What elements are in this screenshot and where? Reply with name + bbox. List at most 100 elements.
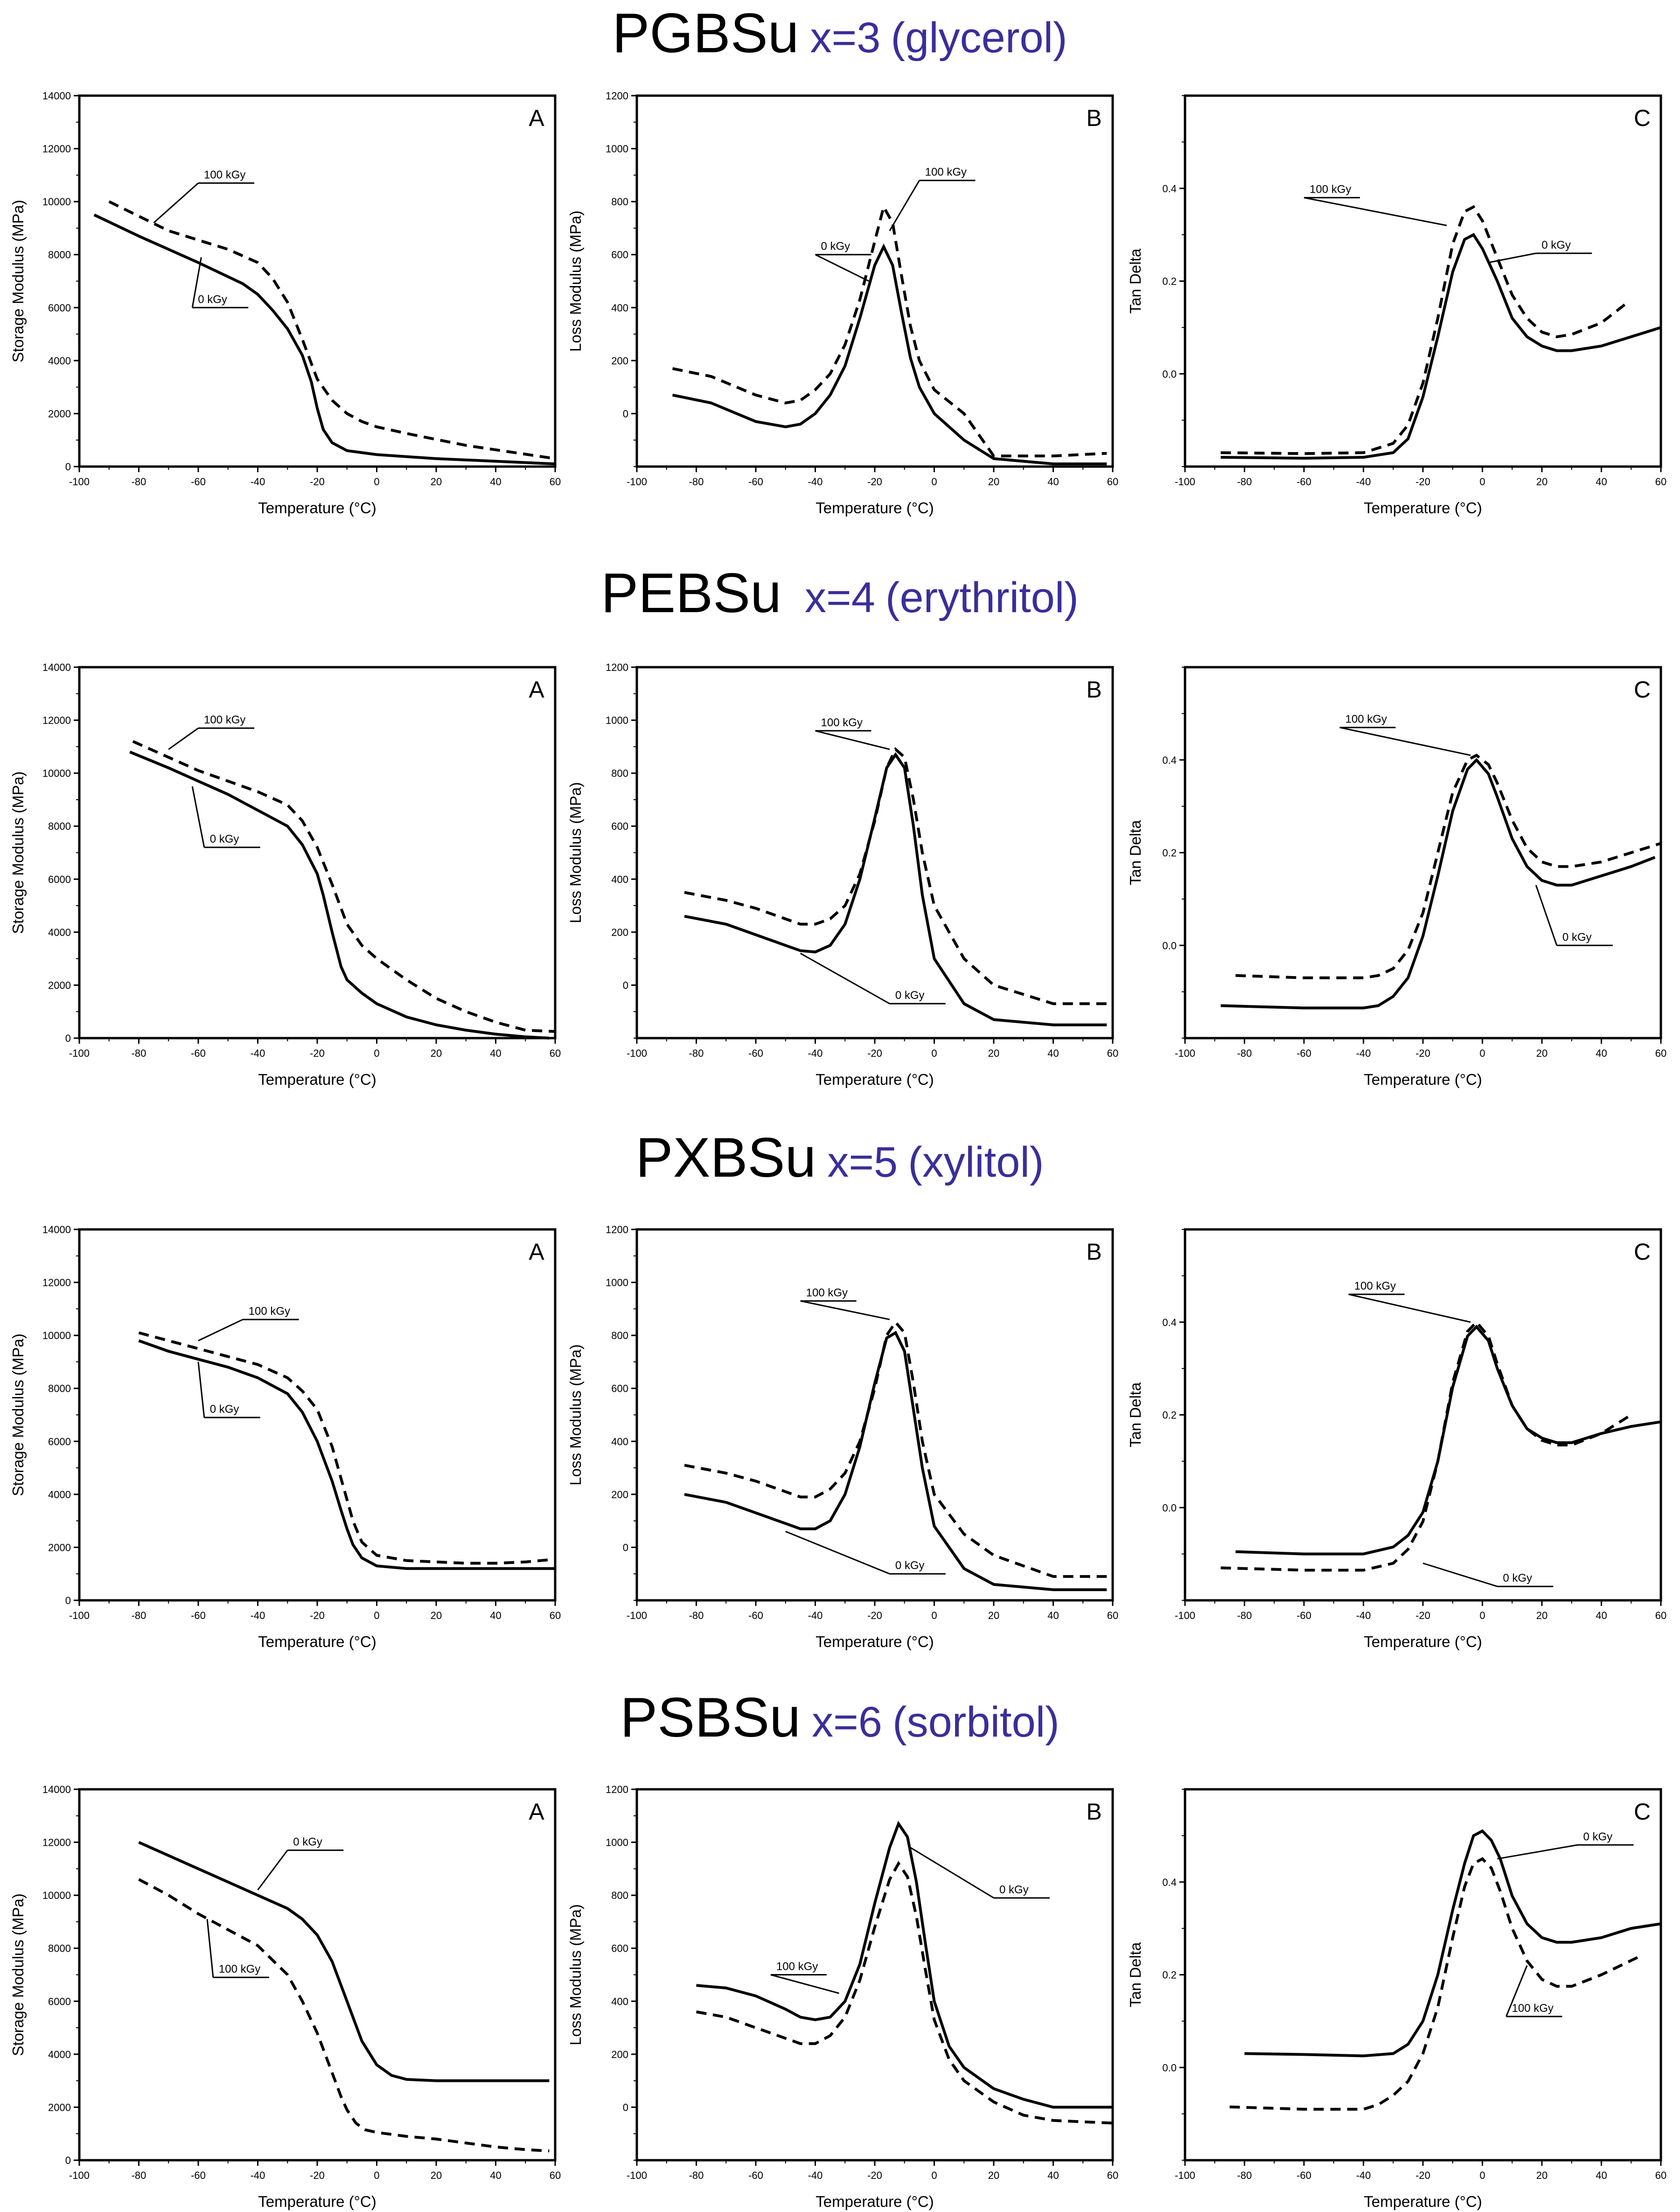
x-tick-label: -40 <box>808 476 823 488</box>
annotation-label: 0 kGy <box>198 293 227 306</box>
y-tick-label: 600 <box>611 1943 628 1954</box>
x-tick-label: -100 <box>1175 2170 1195 2181</box>
y-tick-label: 800 <box>611 768 628 779</box>
y-axis-label: Storage Modulus (MPa) <box>9 1893 27 2056</box>
x-tick-label: -100 <box>69 476 90 488</box>
annotation-label: 100 kGy <box>925 166 967 179</box>
annotation-label: 0 kGy <box>1562 931 1592 943</box>
series-line-0-kgy <box>696 1821 1113 2109</box>
series-annotation: 100 kGy <box>800 1286 890 1320</box>
x-tick-label: -60 <box>748 2170 763 2181</box>
y-tick-label: 1200 <box>606 1784 628 1795</box>
y-tick-label: 1000 <box>606 1277 628 1289</box>
annotation-leader <box>1506 1965 1528 2017</box>
x-axis-label: Temperature (°C) <box>258 1071 376 1088</box>
series-annotation: 0 kGy <box>197 1361 260 1418</box>
annotation-leader <box>889 180 920 231</box>
y-tick-label: 0 <box>623 408 628 419</box>
x-tick-label: -100 <box>627 1610 647 1621</box>
series-line-0-kgy <box>1235 1325 1661 1556</box>
x-tick-label: 0 <box>1479 1047 1485 1059</box>
annotation-leader <box>191 257 202 308</box>
x-tick-label: 40 <box>490 476 501 488</box>
annotation-leader <box>1497 1844 1578 1860</box>
panel-letter: A <box>529 1239 544 1265</box>
chart-1-a: -100 -80 -60 -40 -20 0 20 40 60 0 2000 4000 6000 8000… <box>9 90 561 516</box>
panel-letter: A <box>529 105 544 131</box>
chart-1-c: -100 -80 -60 -40 -20 0 20 40 60 0.0 0.2 0.4 Temperat… <box>1127 94 1666 516</box>
panel-letter: B <box>1086 1239 1101 1265</box>
y-tick-label: 12000 <box>42 1277 71 1289</box>
x-tick-label: 20 <box>431 2170 442 2181</box>
y-tick-label: 0.2 <box>1162 276 1177 287</box>
x-tick-label: 40 <box>1047 1610 1059 1621</box>
y-tick-label: 4000 <box>48 355 71 367</box>
row-title-formula: x=6 <box>812 1698 882 1746</box>
x-tick-label: 20 <box>431 1610 442 1621</box>
x-tick-label: -80 <box>689 1047 704 1059</box>
x-tick-label: 60 <box>550 1610 561 1621</box>
x-tick-label: 0 <box>1479 476 1485 488</box>
y-tick-label: 1000 <box>606 1837 628 1849</box>
panel-letter: B <box>1086 677 1101 703</box>
x-tick-label: -100 <box>627 476 647 488</box>
annotation-label: 0 kGy <box>895 989 925 1002</box>
y-tick-label: 0.4 <box>1162 1317 1177 1328</box>
x-tick-label: -80 <box>132 2170 146 2181</box>
y-tick-label: 0.0 <box>1162 2062 1177 2073</box>
x-tick-label: -60 <box>191 1610 206 1621</box>
y-tick-label: 8000 <box>48 1383 71 1395</box>
x-tick-label: 0 <box>931 1610 937 1621</box>
annotation-leader <box>815 730 890 750</box>
x-tick-label: 60 <box>550 476 561 488</box>
y-tick-label: 6000 <box>48 1436 71 1447</box>
chart-2-a: -100 -80 -60 -40 -20 0 20 40 60 0 2000 4000 6000 8000… <box>9 662 561 1088</box>
x-tick-label: 0 <box>374 1047 379 1059</box>
y-axis-label: Tan Delta <box>1127 820 1144 885</box>
series-line-100-kgy <box>138 1331 556 1565</box>
series-line-0-kgy <box>1220 758 1656 1010</box>
y-tick-label: 0 <box>65 461 71 473</box>
y-tick-label: 2000 <box>48 2101 71 2113</box>
y-tick-label: 4000 <box>48 2049 71 2060</box>
y-tick-label: 0.0 <box>1162 940 1177 951</box>
x-tick-label: -20 <box>310 1047 325 1059</box>
panel-letter: B <box>1086 1799 1101 1825</box>
row-title-formula: x=4 <box>805 574 875 621</box>
chart-4-b: -100 -80 -60 -40 -20 0 20 40 6002004006008001000… <box>567 1784 1118 2210</box>
x-tick-label: 40 <box>1596 1610 1607 1621</box>
panel-letter: C <box>1634 1239 1651 1265</box>
y-tick-label: 600 <box>611 249 628 261</box>
y-tick-label: 10000 <box>42 1890 71 1901</box>
x-tick-label: -100 <box>1175 1610 1195 1621</box>
y-tick-label: 200 <box>611 1489 628 1500</box>
series-annotation: 0 kGy <box>257 1836 344 1891</box>
series-annotation: 100 kGy <box>1506 1965 1562 2017</box>
x-tick-label: 20 <box>431 1047 442 1059</box>
series-annotation: 100 kGy <box>1304 183 1447 226</box>
y-axis-label: Loss Modulus (MPa) <box>567 1344 584 1486</box>
row-title-name: PGBSu <box>612 2 799 64</box>
series-annotation: 100 kGy <box>1339 713 1471 756</box>
x-tick-label: -80 <box>689 476 704 488</box>
x-axis-label: Temperature (°C) <box>816 1633 934 1650</box>
annotation-label: 0 kGy <box>895 1559 925 1572</box>
chart-4-c: -100 -80 -60 -40 -20 0 20 40 60 0.0 0.2 0.4 Temperat… <box>1127 1788 1666 2210</box>
chart-3-a: -100 -80 -60 -40 -20 0 20 40 60 0 2000 4000 6000 8000… <box>9 1224 561 1650</box>
x-tick-label: 40 <box>490 1047 501 1059</box>
series-line-100-kgy <box>1229 1857 1641 2111</box>
y-tick-label: 400 <box>611 1436 628 1447</box>
x-tick-label: 0 <box>374 1610 379 1621</box>
x-tick-label: -60 <box>191 2170 206 2181</box>
x-tick-label: 20 <box>1536 1047 1548 1059</box>
series-line-100-kgy <box>1220 1320 1632 1572</box>
annotation-label: 100 kGy <box>219 1963 260 1975</box>
y-tick-label: 0 <box>65 1595 71 1606</box>
x-tick-label: -60 <box>191 1047 206 1059</box>
x-tick-label: 40 <box>1047 476 1059 488</box>
x-tick-label: -60 <box>1297 476 1311 488</box>
x-tick-label: 0 <box>931 2170 937 2181</box>
y-tick-label: 2000 <box>48 979 71 991</box>
x-tick-label: 40 <box>1047 2170 1059 2181</box>
series-annotation: 100 kGy <box>1348 1280 1471 1323</box>
